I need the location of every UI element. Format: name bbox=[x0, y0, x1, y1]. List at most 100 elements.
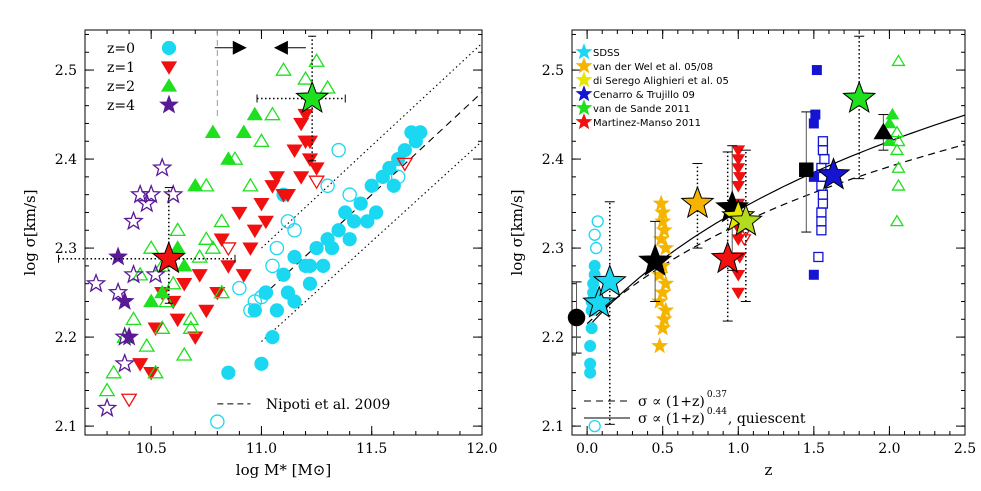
data-point-triangle-down bbox=[253, 197, 270, 212]
data-point-circle bbox=[324, 240, 340, 256]
data-point-circle bbox=[382, 160, 397, 176]
big-star-marker bbox=[710, 240, 745, 274]
data-point-square bbox=[808, 269, 819, 280]
data-point-circle bbox=[331, 223, 346, 238]
big-star-marker bbox=[842, 80, 877, 114]
data-point-star bbox=[652, 194, 670, 211]
data-point-triangle-up bbox=[891, 54, 906, 67]
y-tick-label: 2.5 bbox=[542, 63, 564, 79]
data-point-triangle-up bbox=[98, 382, 116, 397]
data-point-circle bbox=[342, 187, 357, 202]
y-tick-label: 2.2 bbox=[55, 330, 77, 346]
data-point-star bbox=[657, 301, 675, 318]
data-point-triangle-up bbox=[891, 178, 906, 191]
data-point-triangle-up bbox=[235, 124, 252, 138]
data-point-triangle-down bbox=[120, 393, 138, 408]
x-tick-label: 1.5 bbox=[803, 441, 825, 457]
data-point-triangle-up bbox=[319, 79, 336, 94]
data-point-triangle-down bbox=[308, 162, 325, 176]
data-point-star bbox=[651, 292, 669, 309]
data-point-triangle-up bbox=[131, 266, 149, 281]
legend-marker-triangle-down bbox=[160, 61, 178, 75]
big-star-marker bbox=[582, 285, 617, 318]
data-point-triangle-up bbox=[889, 125, 905, 138]
legend-label: z=0 bbox=[107, 41, 135, 57]
data-point-circle bbox=[397, 143, 412, 158]
data-point-triangle-down bbox=[169, 313, 186, 328]
data-point-triangle-down bbox=[231, 206, 248, 221]
fit-legend-exponent: 0.44 bbox=[707, 407, 727, 417]
data-point-triangle-down bbox=[396, 157, 414, 172]
data-point-star bbox=[655, 221, 673, 238]
data-point-circle bbox=[269, 240, 285, 256]
data-point-triangle-up bbox=[197, 231, 215, 245]
data-point-circle bbox=[353, 196, 368, 211]
data-point-triangle-down bbox=[301, 135, 319, 150]
data-point-circle bbox=[287, 249, 302, 265]
data-point-circle bbox=[243, 303, 258, 318]
big-star-marker bbox=[638, 243, 673, 276]
data-point-square bbox=[811, 65, 822, 76]
data-point-triangle-up bbox=[885, 107, 900, 120]
data-point-circle bbox=[221, 365, 236, 380]
nipoti-dotted-line bbox=[261, 140, 483, 342]
data-point-circle bbox=[369, 205, 384, 220]
left-panel: 10.5 11.0 11.5 12.0 2.1 2.2 2.3 2.4 2.5 log M* [M… bbox=[21, 29, 498, 479]
big-star-marker bbox=[592, 263, 627, 297]
data-point-triangle-down bbox=[220, 242, 237, 257]
data-point-triangle-down bbox=[220, 260, 237, 274]
data-point-circle bbox=[232, 280, 247, 296]
data-point-triangle-down bbox=[731, 180, 746, 193]
y-axis-label: log σ[km/s] bbox=[21, 189, 39, 275]
data-point-triangle-down bbox=[731, 234, 746, 246]
data-point-circle bbox=[588, 228, 601, 241]
data-point-triangle-up bbox=[143, 293, 160, 308]
legend-label: van der Wel et al. 05/08 bbox=[593, 62, 713, 73]
data-point-star bbox=[657, 274, 675, 291]
data-point-triangle-down bbox=[293, 171, 310, 185]
data-point-star bbox=[136, 192, 158, 213]
data-point-circle bbox=[287, 223, 302, 238]
legend-label: z=4 bbox=[107, 98, 135, 114]
data-point-circle bbox=[254, 289, 269, 305]
legend-star-icon bbox=[575, 71, 593, 88]
fit-legend-label: σ ∝ (1+z) bbox=[638, 411, 705, 427]
data-point-triangle-up bbox=[182, 320, 200, 334]
data-point-triangle-up bbox=[275, 61, 292, 76]
legend-label: di Serego Alighieri et al. 05 bbox=[593, 76, 729, 87]
data-point-circle bbox=[386, 178, 401, 193]
fit-curve-dashed bbox=[586, 144, 966, 325]
data-point-triangle-up bbox=[226, 150, 244, 165]
legend-star-icon bbox=[575, 99, 593, 116]
data-point-triangle-down bbox=[132, 358, 149, 372]
data-point-triangle-up bbox=[176, 258, 193, 272]
data-point-circle bbox=[280, 214, 296, 229]
big-star-marker bbox=[721, 198, 756, 232]
data-point-square bbox=[810, 109, 821, 120]
data-point-triangle-up bbox=[169, 222, 186, 237]
x-tick-label: 0.0 bbox=[576, 441, 598, 457]
data-point-triangle-up bbox=[182, 311, 200, 326]
data-point-triangle-down bbox=[213, 233, 230, 247]
data-point-circle bbox=[346, 214, 362, 229]
data-point-circle bbox=[342, 232, 357, 247]
data-point-triangle-down bbox=[732, 172, 747, 184]
data-point-triangle-up bbox=[242, 177, 259, 192]
data-point-triangle-up bbox=[158, 293, 175, 308]
data-point-triangle-down bbox=[198, 304, 215, 319]
data-point-circle bbox=[413, 125, 428, 140]
data-point-triangle-up bbox=[164, 275, 182, 290]
data-point-circle bbox=[588, 259, 601, 272]
data-point-circle bbox=[309, 240, 324, 256]
data-point-square bbox=[819, 153, 830, 165]
y-tick-label: 2.3 bbox=[55, 241, 77, 257]
data-point-triangle-up bbox=[142, 239, 160, 254]
data-point-triangle-up bbox=[213, 213, 231, 228]
data-point-square bbox=[813, 251, 824, 263]
data-point-star bbox=[123, 210, 144, 231]
data-point-circle bbox=[585, 322, 598, 335]
data-point-triangle-down bbox=[176, 278, 193, 292]
y-tick-label: 2.1 bbox=[55, 419, 77, 435]
y-tick-label: 2.3 bbox=[542, 241, 564, 257]
data-point-triangle-down bbox=[257, 215, 274, 230]
